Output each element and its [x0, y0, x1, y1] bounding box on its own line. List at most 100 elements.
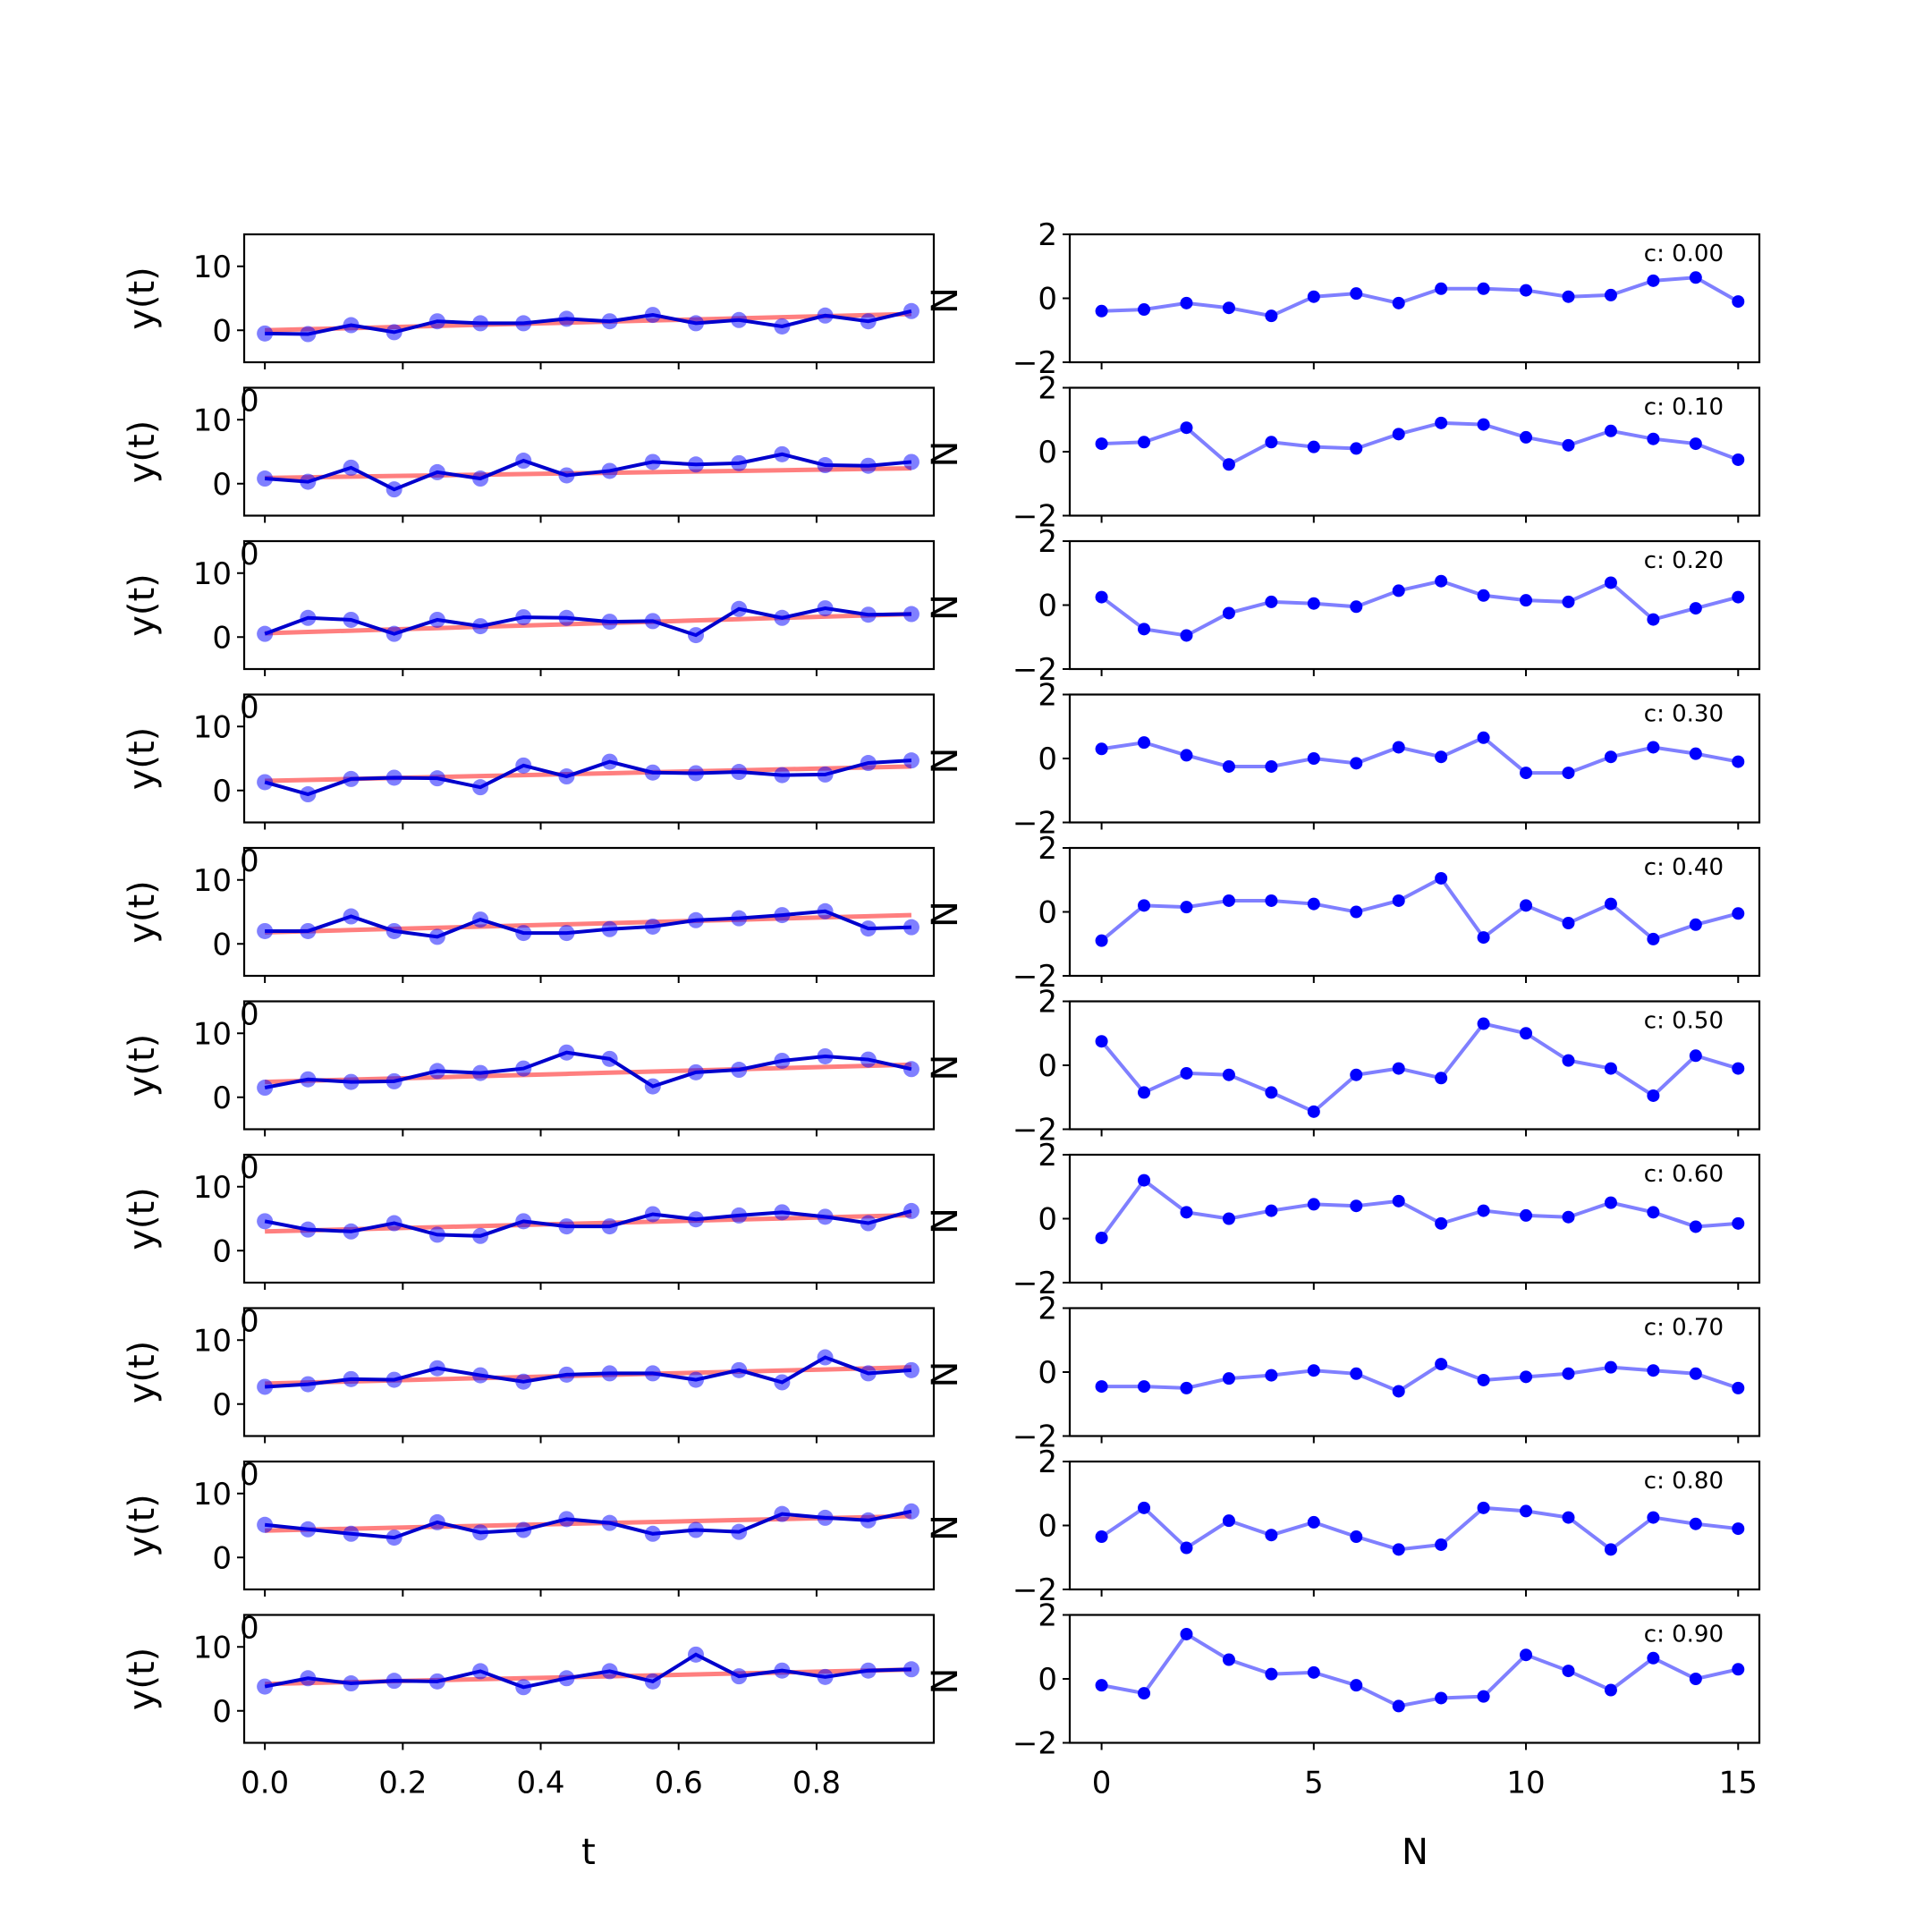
data-point [343, 317, 360, 334]
residual-point [1477, 1501, 1490, 1514]
c-annotation: c: 0.00 [1644, 241, 1724, 267]
data-point [688, 315, 705, 332]
residual-point [1520, 430, 1533, 444]
residual-point [1477, 1373, 1490, 1386]
right-panel-9: −2 0 2 0 5 10 15 c: 0.90 [1013, 1598, 1761, 1801]
y-axis-label: y(t) [122, 727, 163, 791]
data-point [731, 311, 748, 328]
data-point [515, 1679, 532, 1696]
residual-point [1562, 1367, 1575, 1380]
data-point [300, 1670, 317, 1687]
residual-point [1689, 437, 1702, 451]
c-annotation: c: 0.90 [1644, 1622, 1724, 1648]
residual-point [1435, 750, 1448, 764]
residual-point [1435, 574, 1448, 588]
data-point [731, 1062, 748, 1079]
data-point [472, 315, 489, 332]
y-tick-label: 2 [1038, 524, 1057, 560]
residual-point [1307, 1364, 1320, 1377]
residual-point [1265, 595, 1278, 608]
data-point [817, 307, 834, 324]
y-tick-label: 0 [212, 927, 232, 962]
residual-point [1222, 1212, 1235, 1225]
data-point [688, 911, 705, 928]
data-line [264, 606, 911, 638]
residual-point [1520, 899, 1533, 912]
axes-frame [242, 1614, 936, 1744]
data-point [343, 770, 360, 787]
data-point [257, 922, 274, 939]
residual-point [1222, 301, 1235, 315]
y-tick-label: 0 [1038, 1355, 1057, 1391]
y-tick-label: −2 [1013, 345, 1057, 381]
data-point [257, 325, 274, 342]
residual-point [1435, 1072, 1448, 1085]
data-point [386, 769, 402, 786]
plot-area [1095, 1358, 1745, 1398]
data-point [688, 1371, 705, 1388]
y-axis-label: y(t) [122, 573, 163, 637]
residual-line [1099, 1177, 1739, 1240]
data-point [257, 1378, 274, 1395]
y-axis-label: y(t) [122, 1341, 163, 1404]
data-point [428, 770, 445, 787]
residual-point [1477, 282, 1490, 295]
data-point [257, 1516, 274, 1533]
data-point [386, 324, 402, 341]
data-point [860, 755, 877, 772]
residual-point [1138, 623, 1151, 636]
data-point [644, 764, 661, 781]
residual-point [1477, 1204, 1490, 1217]
residual-point [1647, 741, 1660, 754]
residual-point [1562, 438, 1575, 452]
data-point [257, 625, 274, 642]
data-point [601, 1514, 618, 1531]
axes-frame [1068, 386, 1761, 517]
y-tick-label: 10 [193, 250, 232, 285]
data-point [343, 459, 360, 476]
residual-point [1307, 440, 1320, 453]
residual-point [1732, 1062, 1745, 1075]
y-tick-label: 0 [1038, 895, 1057, 931]
y-tick-label: 10 [193, 1477, 232, 1513]
data-point [817, 1208, 834, 1225]
data-point [644, 918, 661, 935]
data-point [860, 1365, 877, 1382]
plot-area [257, 1646, 919, 1696]
data-point [644, 307, 661, 324]
residual-line [1101, 420, 1739, 467]
data-point [817, 1668, 834, 1685]
data-point [817, 1509, 834, 1526]
clipped-axis-label: N [925, 1514, 966, 1541]
data-point [428, 928, 445, 945]
data-line [265, 909, 912, 939]
residual-point [1435, 871, 1448, 885]
data-point [428, 1513, 445, 1530]
axes-frame [242, 1307, 936, 1437]
data-point [774, 907, 791, 924]
residual-point [1732, 1522, 1745, 1536]
residual-point [1477, 931, 1490, 945]
residual-point [1647, 1511, 1660, 1524]
data-point [515, 1060, 532, 1077]
data-point [472, 1367, 489, 1384]
right-panel-5: −2 0 2 c: 0.50 [1013, 985, 1761, 1148]
residual-point [1350, 1367, 1363, 1380]
axes-frame [1068, 1153, 1761, 1284]
y-tick-label: 0 [212, 1080, 232, 1116]
data-point [860, 606, 877, 623]
residual-point [1180, 629, 1193, 642]
data-point [558, 1218, 575, 1235]
data-point [472, 1663, 489, 1680]
data-point [386, 481, 402, 498]
plot-area [257, 752, 919, 803]
residual-point [1732, 1663, 1745, 1676]
residual-point [1392, 1194, 1405, 1208]
residual-point [1180, 749, 1193, 762]
residual-point [1604, 424, 1617, 437]
data-point [558, 609, 575, 626]
